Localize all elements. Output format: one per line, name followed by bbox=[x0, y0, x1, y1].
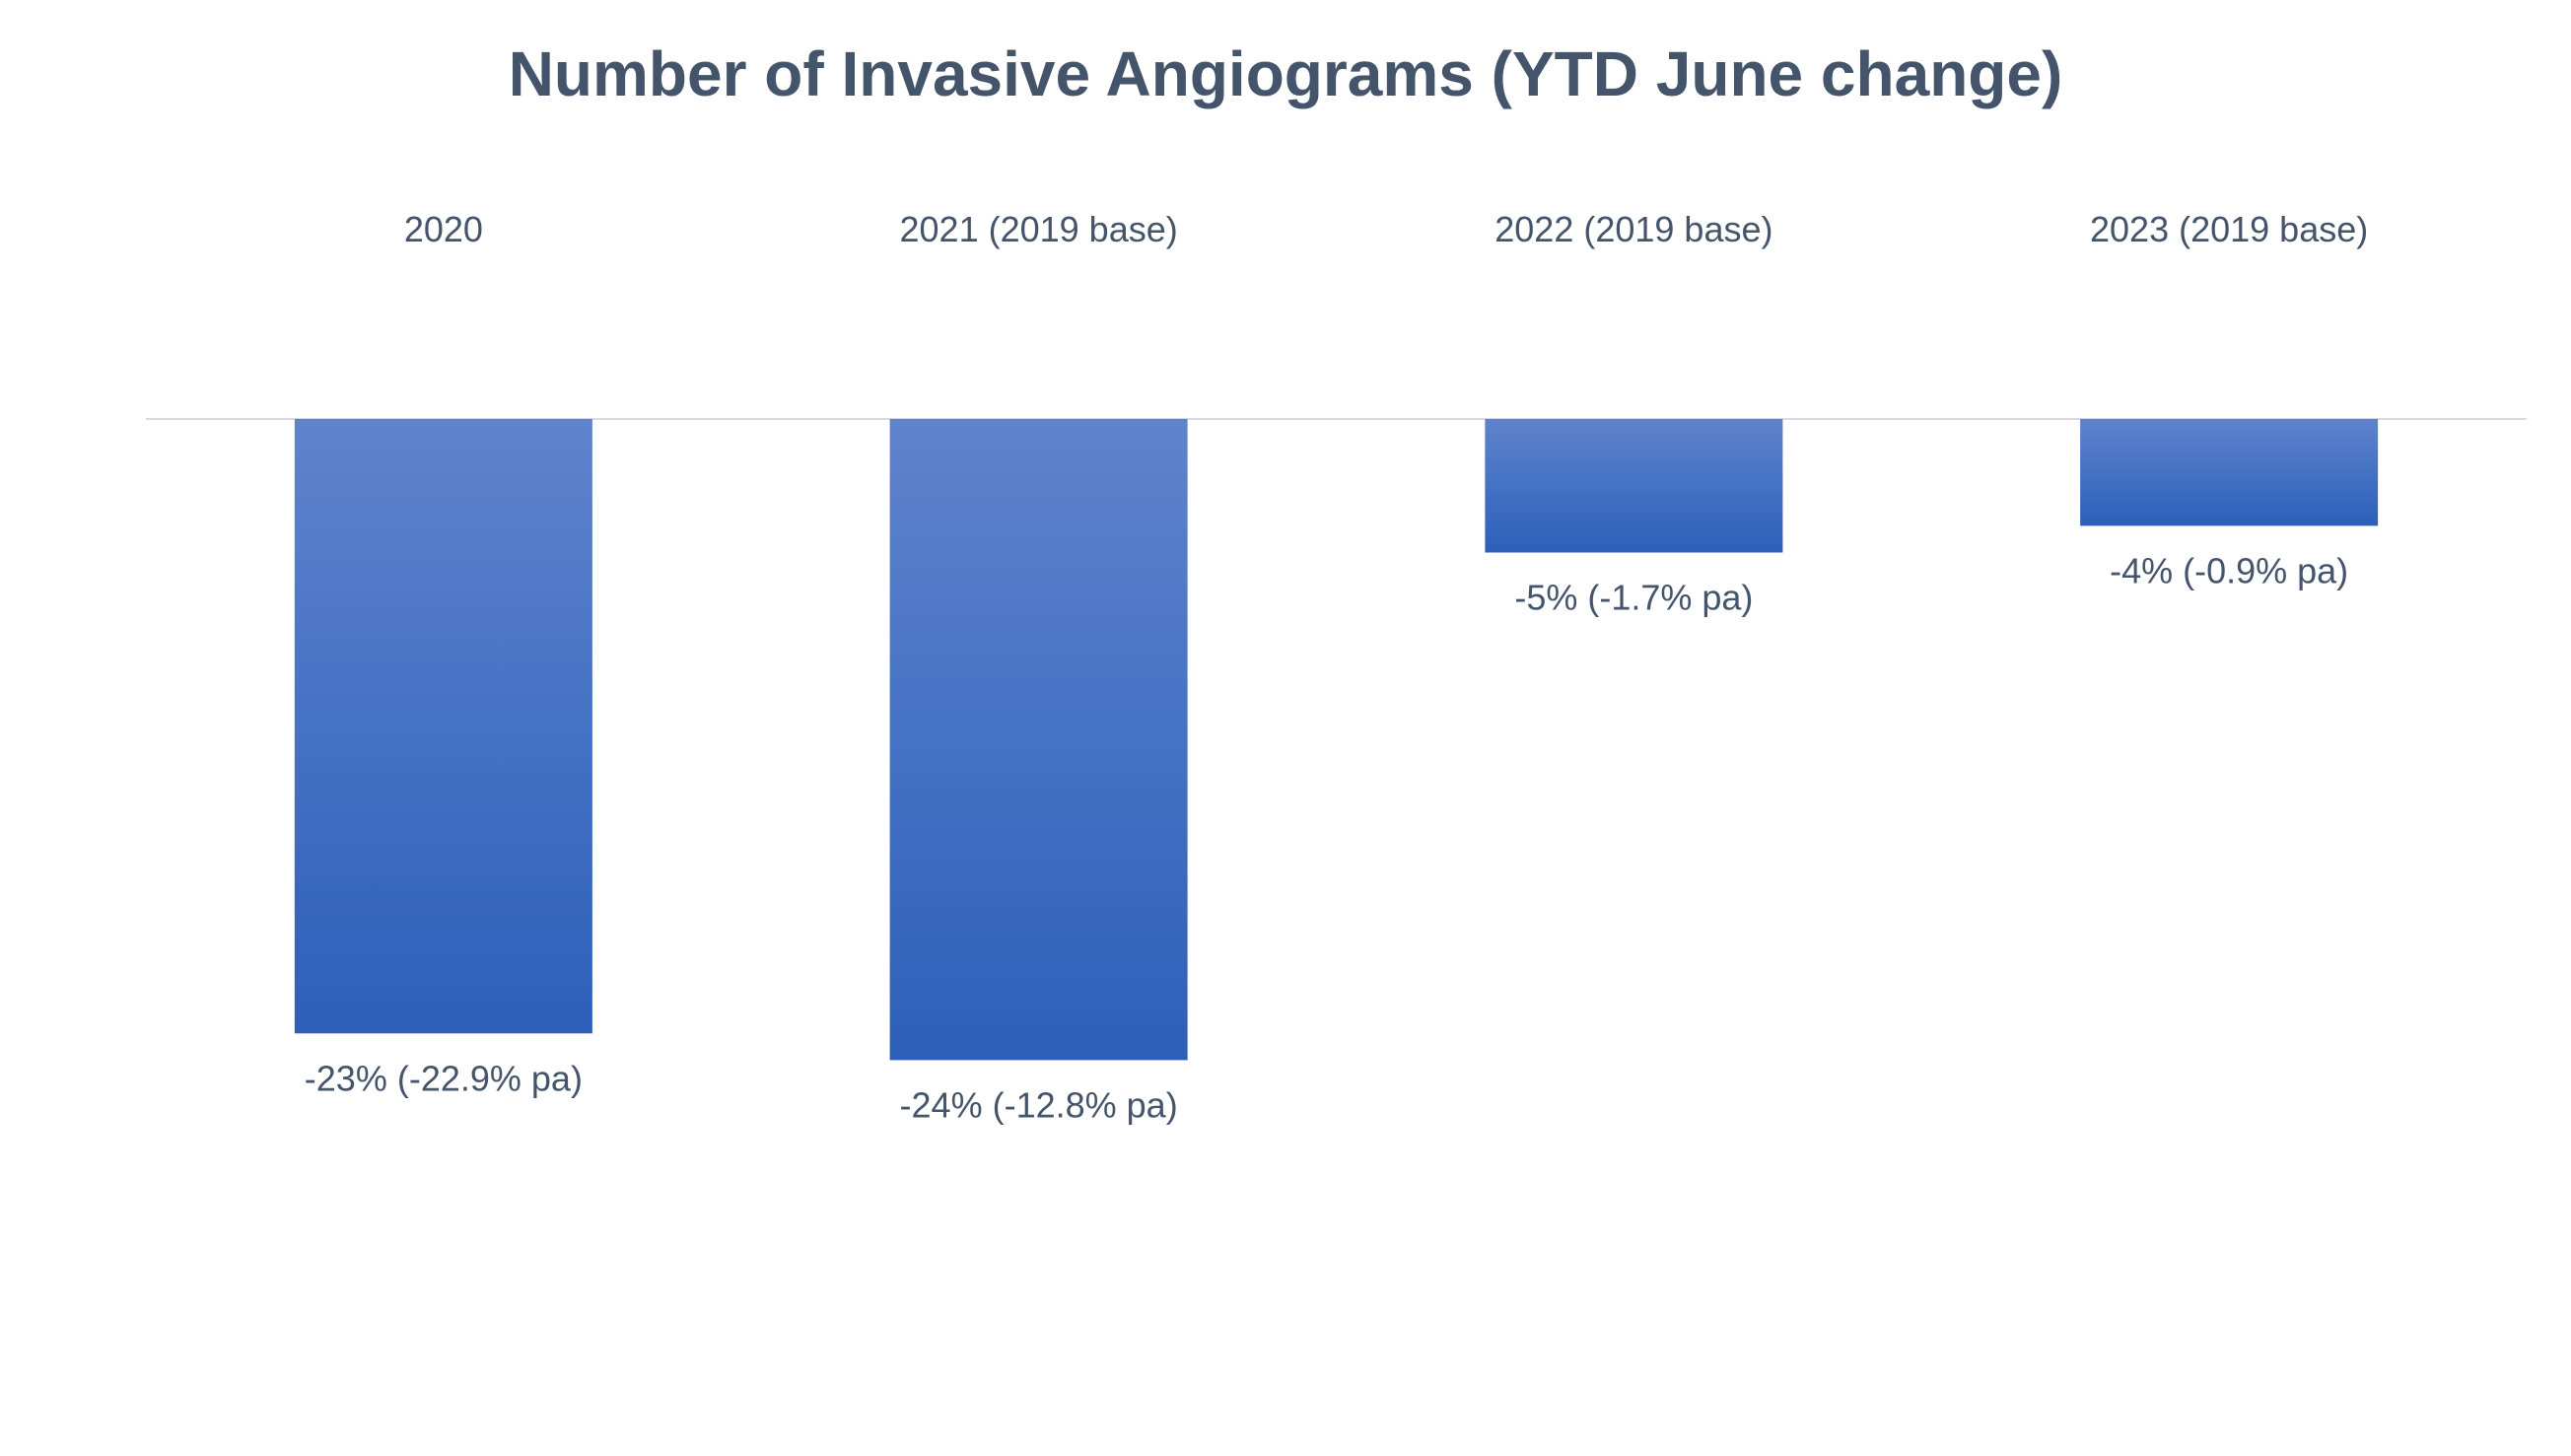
data-label: -4% (-0.9% pa) bbox=[2110, 550, 2348, 590]
bar bbox=[1485, 419, 1783, 553]
bar bbox=[2080, 419, 2379, 526]
category-label: 2022 (2019 base) bbox=[1494, 209, 1772, 249]
category-label: 2023 (2019 base) bbox=[2090, 209, 2368, 249]
category-label: 2020 bbox=[404, 209, 483, 249]
category-label: 2021 (2019 base) bbox=[900, 209, 1178, 249]
chart-title: Number of Invasive Angiograms (YTD June … bbox=[508, 38, 2063, 109]
data-label: -24% (-12.8% pa) bbox=[900, 1084, 1178, 1125]
data-label: -5% (-1.7% pa) bbox=[1514, 578, 1753, 618]
bar bbox=[889, 419, 1188, 1061]
data-label: -23% (-22.9% pa) bbox=[305, 1058, 583, 1098]
bar bbox=[294, 419, 592, 1034]
